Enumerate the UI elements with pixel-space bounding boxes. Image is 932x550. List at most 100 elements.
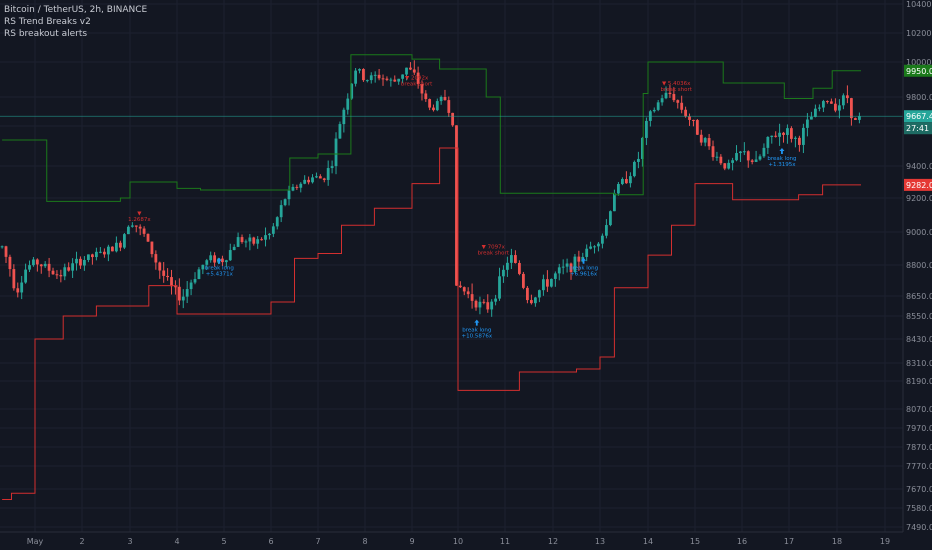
candle-body [668, 92, 672, 95]
indicator-breakout-alerts[interactable]: RS breakout alerts [4, 29, 88, 39]
price-axis [903, 0, 932, 550]
candle-body [127, 226, 130, 235]
candle-body [542, 279, 545, 291]
candle-body [291, 186, 295, 191]
candle-body [695, 120, 699, 135]
signal-label: +5.4371x [206, 272, 234, 278]
candle-body [303, 179, 307, 184]
candle-body [350, 83, 354, 99]
candle-body [103, 251, 106, 255]
candle-body [244, 241, 248, 243]
candle-body [268, 233, 271, 236]
price-tick-label: 8070.00 [906, 405, 932, 414]
candle-body [826, 101, 829, 103]
candle-body [412, 69, 416, 73]
signal-label: +10.5876x [461, 334, 492, 340]
candle-body [209, 255, 213, 261]
candle-body [822, 101, 825, 108]
candle-body [774, 135, 778, 137]
candle-body [494, 298, 497, 302]
candle-body [150, 241, 154, 255]
time-tick-label: 10 [453, 537, 463, 546]
candle-body [213, 255, 216, 263]
candle-body [605, 225, 608, 236]
candle-body [447, 100, 451, 113]
candle-body [782, 132, 785, 135]
candle-body [850, 98, 853, 119]
candle-body [299, 183, 303, 188]
candle-body [39, 264, 43, 267]
candle-body [236, 237, 240, 247]
candle-body [4, 246, 8, 257]
candle-body [798, 137, 801, 145]
candle-body [486, 302, 490, 310]
candle-body [652, 109, 656, 112]
candle-body [806, 119, 809, 128]
candle-body [338, 124, 342, 139]
candle-body [197, 269, 201, 280]
candle-body [597, 243, 600, 247]
candle-body [637, 158, 640, 162]
candle-body [232, 246, 236, 251]
resistance-price-tag-box [904, 64, 932, 77]
candle-body [684, 109, 687, 117]
candle-body [95, 251, 98, 258]
candle-body [271, 226, 275, 234]
candle-body [397, 78, 401, 82]
candle-body [83, 259, 86, 266]
price-tick-label: 7490.00 [906, 523, 932, 532]
candle-body [279, 205, 283, 218]
candle-body [43, 263, 47, 267]
candle-body [0, 246, 4, 248]
candle-body [166, 275, 169, 278]
candle-body [99, 251, 102, 253]
candle-body [326, 168, 330, 180]
candle-body [385, 78, 389, 80]
candle-body [688, 116, 691, 120]
candle-body [550, 278, 553, 287]
price-tick-label: 7580.00 [906, 504, 932, 513]
candle-body [834, 103, 837, 111]
candle-body [377, 74, 381, 79]
candle-body [462, 287, 466, 292]
candle-body [577, 256, 581, 262]
candle-body [715, 156, 719, 158]
indicator-trend-breaks[interactable]: RS Trend Breaks v2 [4, 17, 91, 27]
candle-body [854, 118, 857, 120]
candle-body [346, 98, 350, 110]
price-tick-label: 7670.00 [906, 485, 932, 494]
candle-body [439, 96, 443, 102]
candle-body [742, 151, 746, 153]
candle-body [51, 270, 55, 275]
candle-body [451, 112, 455, 126]
candle-body [645, 120, 648, 138]
price-tick-label: 8190.00 [906, 377, 932, 386]
candle-body [601, 235, 604, 244]
symbol-title[interactable]: Bitcoin / TetherUS, 2h, BINANCE [4, 5, 148, 15]
candle-body [248, 237, 252, 242]
candle-body [287, 190, 291, 200]
candle-body [420, 84, 424, 94]
candle-body [107, 246, 110, 255]
candle-body [699, 134, 703, 143]
candle-body [8, 256, 12, 270]
candle-body [401, 74, 404, 79]
candle-body [538, 290, 541, 298]
candle-body [664, 92, 668, 99]
candle-body [518, 262, 521, 274]
time-tick-label: 4 [174, 537, 179, 546]
price-tick-label: 8650.00 [906, 292, 932, 301]
candle-body [435, 101, 439, 111]
price-tick-label: 10400.00 [906, 0, 932, 9]
time-tick-label: 6 [268, 537, 273, 546]
support-line [2, 147, 861, 501]
candle-body [474, 300, 478, 308]
long-signal-arrow [474, 319, 480, 326]
candle-body [162, 270, 166, 276]
countdown-tag: 27:41 [906, 124, 929, 133]
candle-body [295, 186, 299, 188]
candle-body [810, 116, 813, 120]
candle-body [193, 279, 197, 283]
